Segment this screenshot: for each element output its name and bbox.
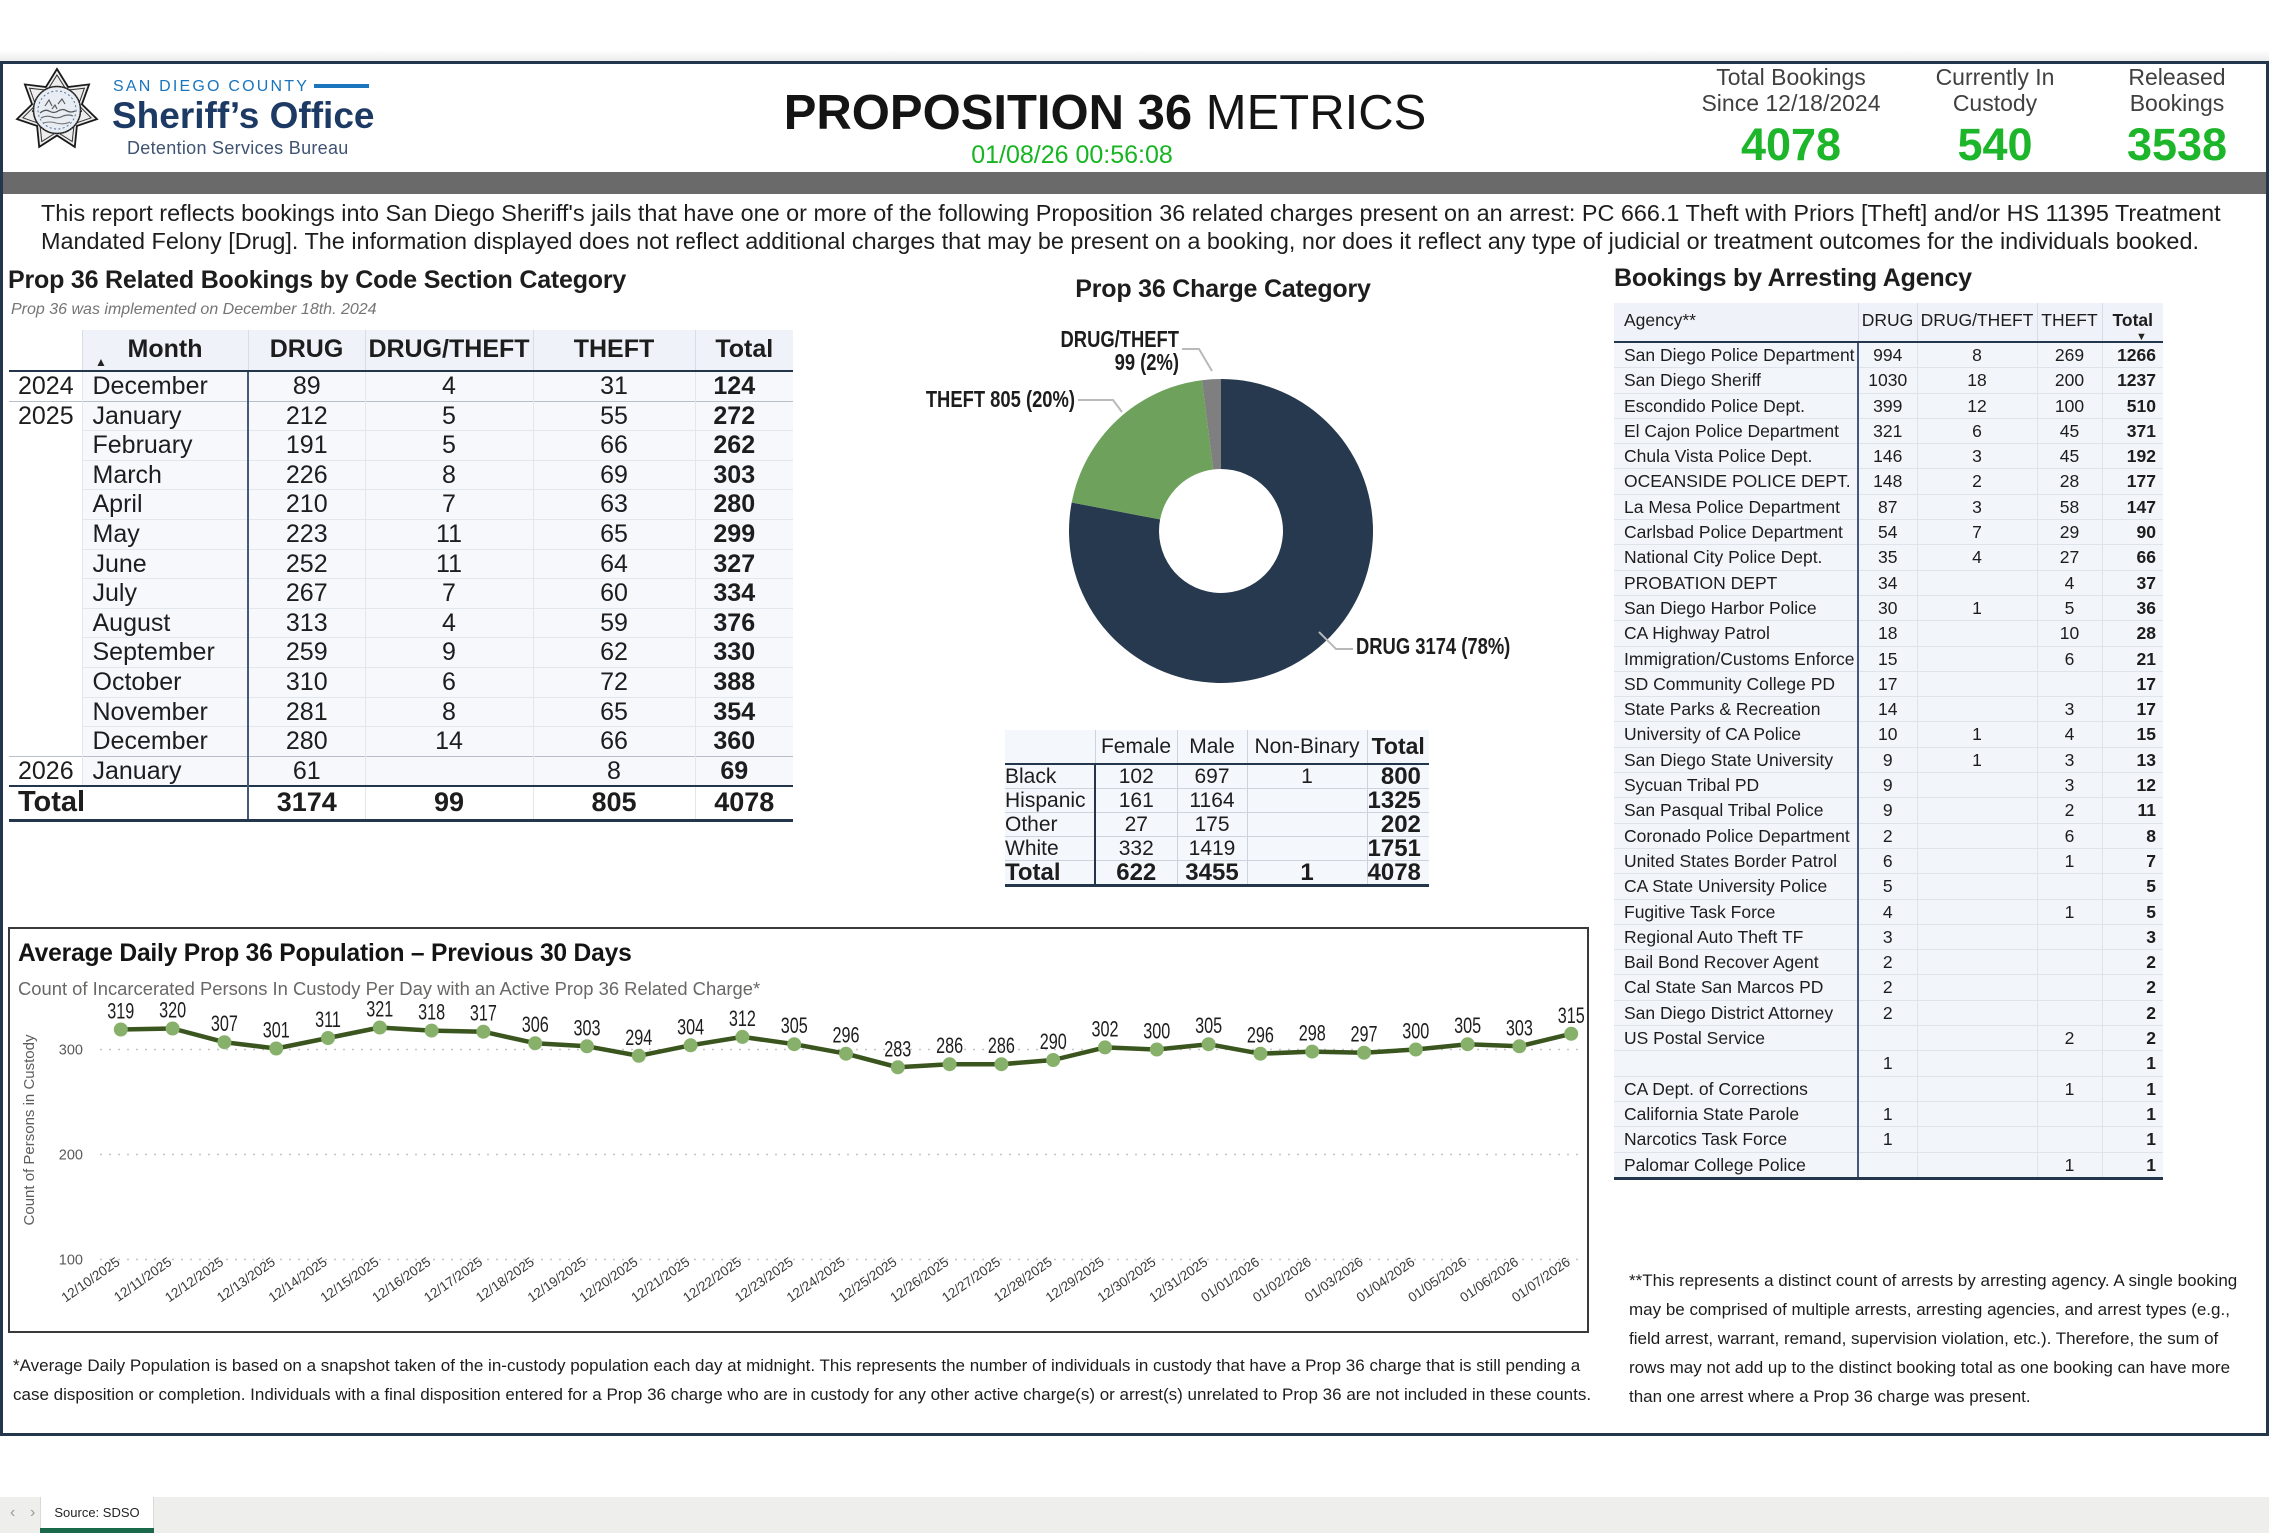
svg-text:303: 303 [573,1016,600,1041]
svg-text:315: 315 [1558,1003,1585,1028]
svg-text:305: 305 [1454,1014,1481,1039]
svg-text:304: 304 [677,1015,704,1040]
svg-text:286: 286 [936,1034,963,1059]
svg-text:305: 305 [1195,1014,1222,1039]
svg-text:312: 312 [729,1006,756,1031]
svg-text:DRUG 3174 (78%): DRUG 3174 (78%) [1356,634,1510,659]
svg-text:320: 320 [159,998,186,1023]
svg-text:300: 300 [1143,1019,1170,1044]
svg-text:321: 321 [366,997,393,1022]
svg-text:301: 301 [263,1018,290,1043]
svg-text:283: 283 [884,1037,911,1062]
svg-text:300: 300 [59,1043,83,1059]
svg-text:296: 296 [832,1023,859,1048]
svg-text:01/07/2026: 01/07/2026 [1509,1254,1573,1305]
svg-text:319: 319 [107,999,134,1024]
svg-text:296: 296 [1247,1023,1274,1048]
svg-text:THEFT 805 (20%): THEFT 805 (20%) [926,387,1075,412]
svg-text:318: 318 [418,1000,445,1025]
svg-text:290: 290 [1040,1029,1067,1054]
svg-text:306: 306 [522,1013,549,1038]
svg-text:317: 317 [470,1001,497,1026]
svg-text:DRUG/THEFT: DRUG/THEFT [1061,327,1180,352]
svg-text:303: 303 [1506,1016,1533,1041]
svg-text:99 (2%): 99 (2%) [1115,350,1179,375]
svg-text:307: 307 [211,1012,238,1037]
svg-text:305: 305 [781,1014,808,1039]
svg-text:298: 298 [1299,1021,1326,1046]
svg-text:100: 100 [59,1253,83,1269]
svg-text:200: 200 [59,1148,83,1164]
svg-text:294: 294 [625,1025,652,1050]
svg-text:297: 297 [1350,1022,1377,1047]
svg-text:302: 302 [1091,1017,1118,1042]
svg-text:311: 311 [315,1007,341,1032]
svg-text:300: 300 [1402,1019,1429,1044]
svg-text:286: 286 [988,1034,1015,1059]
